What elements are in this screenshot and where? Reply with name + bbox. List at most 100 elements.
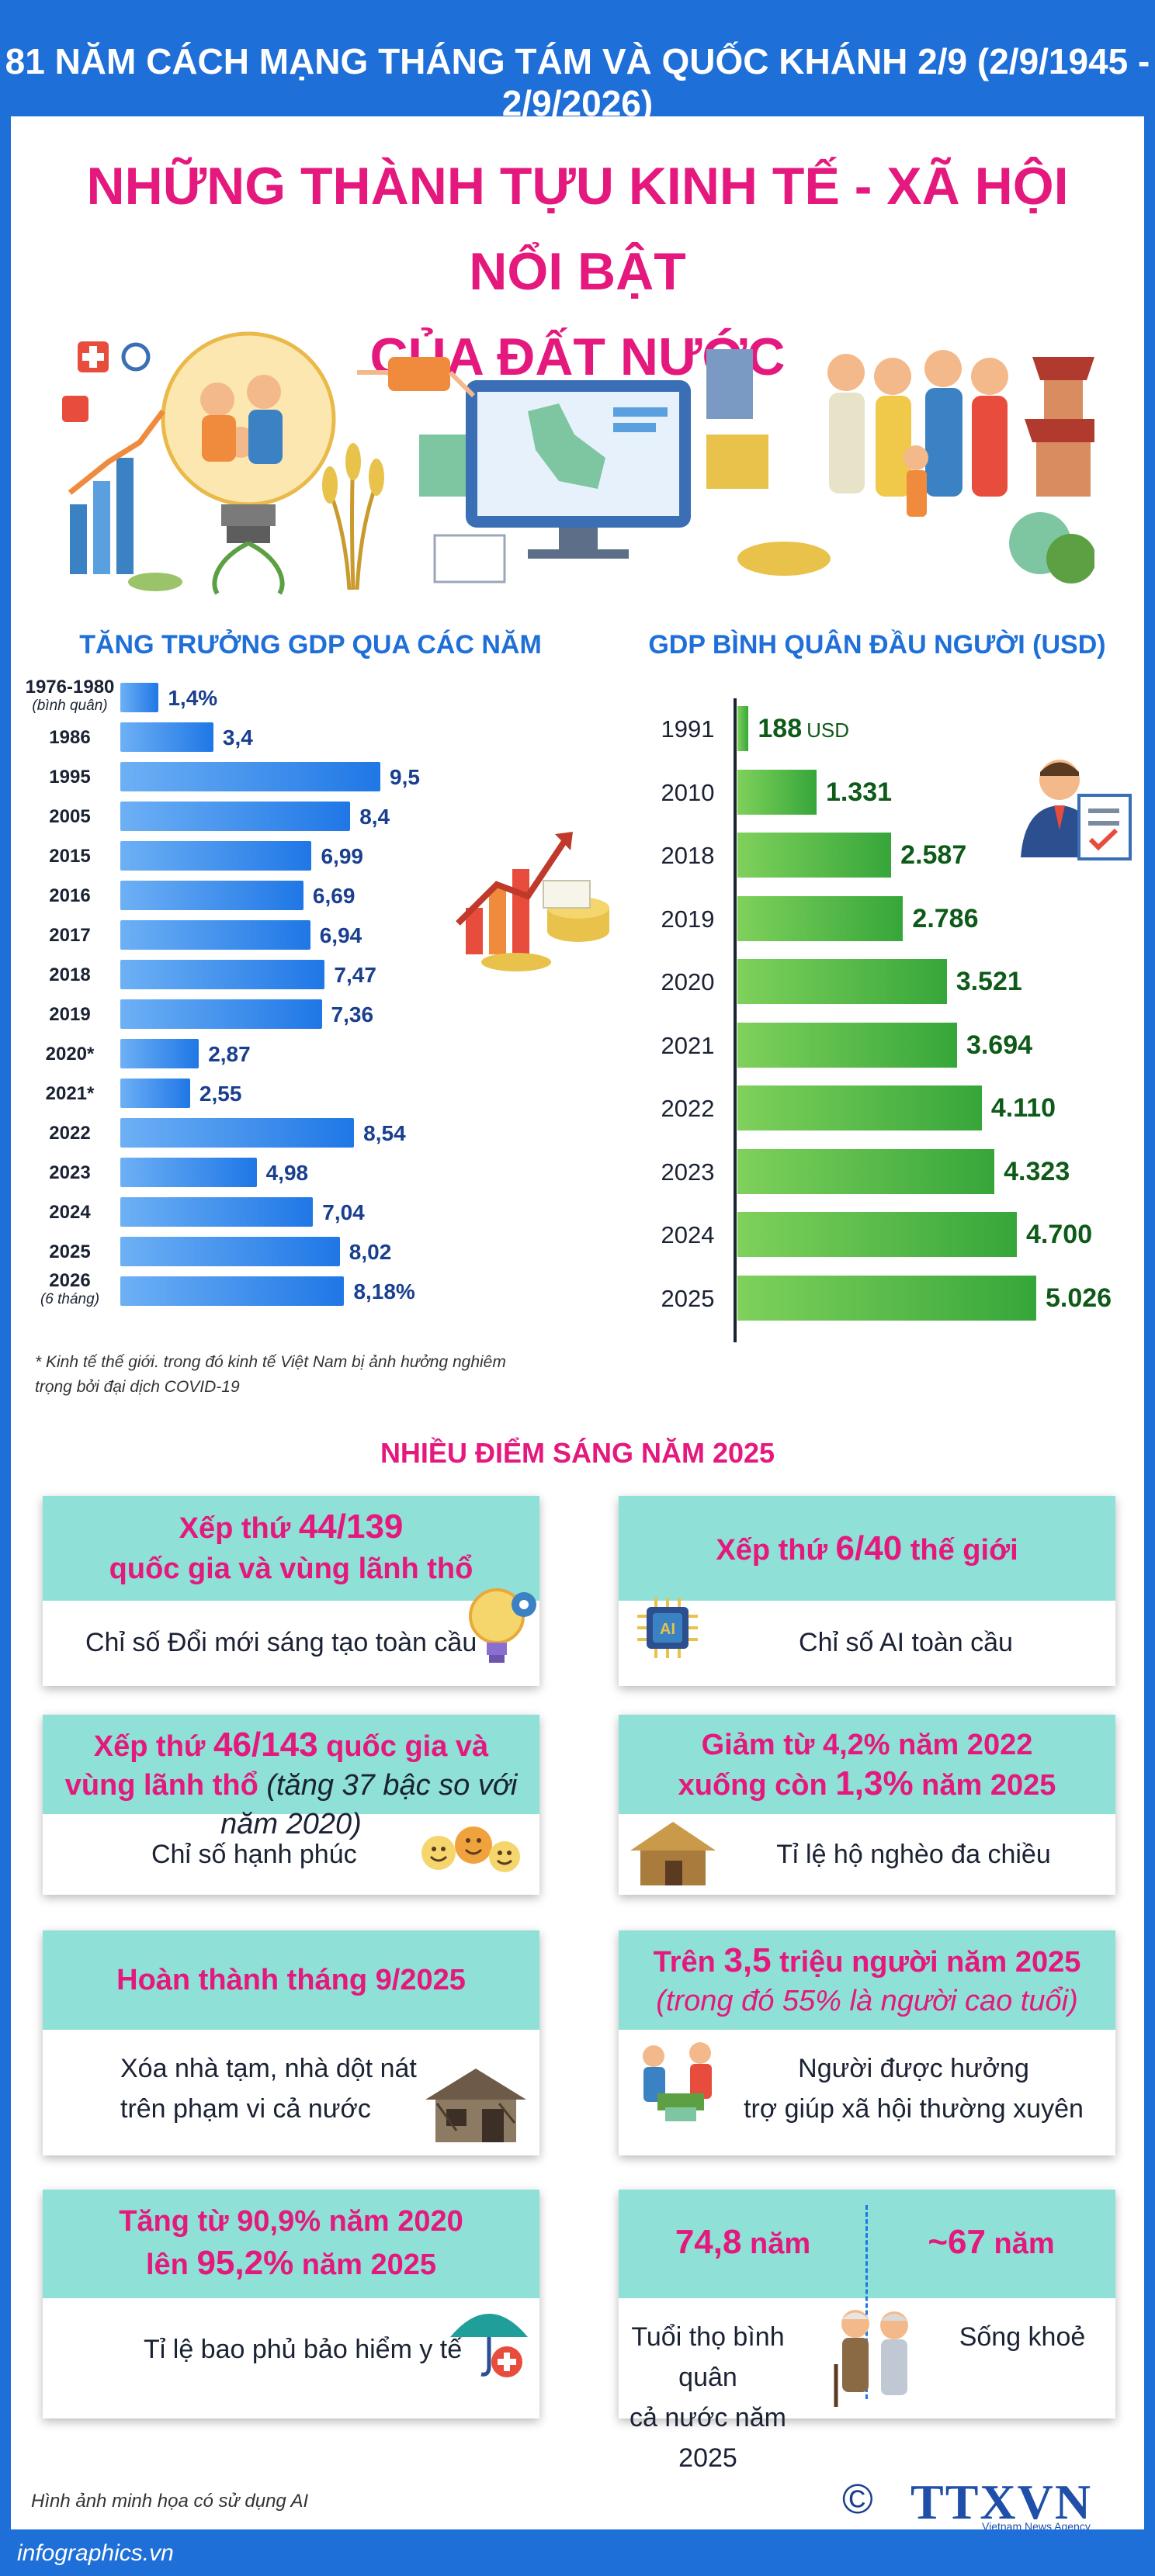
growth-category-label: 2017 xyxy=(49,925,91,946)
card-body-text: Tỉ lệ hộ nghèo đa chiều xyxy=(776,1840,1051,1869)
growth-row: 1976-1980 (bình quân) 1,4% xyxy=(23,678,598,715)
ai-chip-icon: AI xyxy=(637,1598,698,1658)
gdp-per-capita-title: GDP BÌNH QUÂN ĐẦU NGƯỜI (USD) xyxy=(648,630,1106,660)
growth-chart-illustration xyxy=(68,409,182,591)
per-capita-year-label: 2025 xyxy=(661,1284,715,1312)
growth-row: 2015 6,99 xyxy=(23,841,598,871)
per-capita-bar xyxy=(737,1212,1018,1257)
per-capita-year-label: 2021 xyxy=(661,1031,715,1059)
per-capita-year-label: 2022 xyxy=(661,1095,715,1122)
top-banner: 81 NĂM CÁCH MẠNG THÁNG TÁM VÀ QUỐC KHÁNH… xyxy=(0,0,1155,123)
growth-bar xyxy=(120,999,322,1029)
card-head-number: 46/143 xyxy=(213,1726,318,1764)
card-divider xyxy=(865,2205,868,2399)
card-head-number: 74,8 xyxy=(675,2223,742,2261)
growth-category-label: 2005 xyxy=(49,806,91,827)
businessman-icon xyxy=(1021,760,1132,860)
per-capita-year-label: 1991 xyxy=(661,715,715,743)
card-head-number: 44/139 xyxy=(298,1508,404,1546)
growth-row: 2026 (6 tháng) 8,18% xyxy=(23,1272,598,1308)
highlight-card-poverty: Giảm từ 4,2% năm 2022 xuống còn 1,3% năm… xyxy=(619,1715,1115,1895)
logo-text: TTXVN xyxy=(910,2474,1093,2529)
gdp-growth-footnote: * Kinh tế thế giới. trong đó kinh tế Việ… xyxy=(35,1353,506,1396)
card-head-text: Hoàn thành tháng 9/2025 xyxy=(116,1964,466,1996)
growth-value-label: 3,4 xyxy=(222,725,253,750)
card-body-text: Người được hưởng xyxy=(798,2054,1029,2083)
growth-category-label: 1995 xyxy=(49,767,91,788)
growth-row: 2025 8,02 xyxy=(23,1237,598,1266)
growth-category-note: (6 tháng) xyxy=(40,1291,100,1307)
growth-bar xyxy=(120,960,325,989)
card-body: Tuổi thọ bình quân cả nước năm 2025 Sống… xyxy=(619,2298,1115,2473)
site-url: infographics.vn xyxy=(17,2540,174,2566)
card-head-note: (tăng 37 bậc so với năm 2020) xyxy=(220,1769,518,1840)
social-support-icon xyxy=(643,2042,712,2121)
main-title-line1: NHỮNG THÀNH TỰU KINH TẾ - XÃ HỘI NỔI BẬT xyxy=(86,157,1069,301)
card-head-note: (trong đó 55% là người cao tuổi) xyxy=(656,1985,1078,2017)
growth-row: 2019 7,36 xyxy=(23,999,598,1029)
growth-bar xyxy=(120,841,312,871)
per-capita-bar xyxy=(737,1022,957,1068)
per-capita-year-label: 2010 xyxy=(661,778,715,806)
umbrella-icon xyxy=(450,2314,528,2377)
per-capita-value-label: 3.521 xyxy=(956,967,1022,996)
growth-value-label: 7,36 xyxy=(331,1002,374,1027)
per-capita-value-label: 2.786 xyxy=(912,903,979,933)
hut-icon xyxy=(630,1822,716,1885)
card-head-text: Xếp thứ xyxy=(716,1534,836,1567)
growth-value-label: 6,69 xyxy=(312,884,356,908)
card-head: Xếp thứ 6/40 thế giới xyxy=(619,1496,1115,1601)
per-capita-year-label: 2019 xyxy=(661,905,715,933)
card-body-text: Sống khoẻ xyxy=(959,2322,1086,2352)
rice-plant-illustration xyxy=(322,443,384,590)
card-body: Chỉ số hạnh phúc xyxy=(43,1814,539,1895)
per-capita-row: 2022 4.110 xyxy=(652,1085,1133,1130)
card-head-text: triệu người năm 2025 xyxy=(771,1946,1081,1979)
card-body-text: Tuổi thọ bình quân xyxy=(631,2322,785,2392)
growth-category-label: 2019 xyxy=(49,1004,91,1025)
card-head-text: ~ xyxy=(928,2223,949,2261)
elderly-couple-icon xyxy=(834,2310,908,2407)
gdp-growth-title: TĂNG TRƯỞNG GDP QUA CÁC NĂM xyxy=(79,630,542,660)
highlight-card-innovation: Xếp thứ 44/139 quốc gia và vùng lãnh thổ… xyxy=(43,1496,539,1686)
growth-bar xyxy=(120,1237,340,1266)
per-capita-row: 2023 4.323 xyxy=(652,1148,1133,1194)
growth-value-label: 2,87 xyxy=(208,1042,251,1066)
per-capita-unit: USD xyxy=(806,718,850,742)
card-head-text: Giảm từ 4,2% năm 2022 xyxy=(701,1729,1033,1761)
growth-row: 2024 7,04 xyxy=(23,1197,598,1227)
medical-icons-illustration xyxy=(62,341,151,422)
per-capita-value-label: 4.110 xyxy=(990,1093,1056,1123)
hero-illustration xyxy=(62,331,1094,595)
lightbulb-icon xyxy=(469,1588,536,1663)
per-capita-row: 2018 2.587 xyxy=(652,833,1133,878)
growth-row: 2016 6,69 xyxy=(23,881,598,910)
growth-category-label: 2015 xyxy=(49,846,91,867)
gdp-per-capita-axis xyxy=(734,698,737,1342)
per-capita-bar xyxy=(737,769,817,815)
ttxvn-logo: © TTXVN Vietnam News Agency xyxy=(842,2474,1137,2533)
per-capita-bar xyxy=(737,833,892,878)
per-capita-bar xyxy=(737,1148,995,1194)
highlight-card-happiness: Xếp thứ 46/143 quốc gia và vùng lãnh thổ… xyxy=(43,1715,539,1895)
growth-value-label: 6,99 xyxy=(321,844,363,868)
growth-row: 1995 9,5 xyxy=(23,762,598,791)
per-capita-year-label: 2020 xyxy=(661,968,715,995)
card-body: Tỉ lệ hộ nghèo đa chiều xyxy=(619,1814,1115,1895)
growth-bar xyxy=(120,802,351,831)
growth-category-label: 1976-1980 (bình quân) xyxy=(23,678,116,715)
per-capita-row: 2019 2.786 xyxy=(652,895,1133,941)
card-head: Xếp thứ 44/139 quốc gia và vùng lãnh thổ xyxy=(43,1496,539,1601)
card-head-text: năm 2025 xyxy=(913,1769,1056,1802)
growth-value-label: 6,94 xyxy=(319,923,362,947)
growth-category-label: 2024 xyxy=(49,1202,91,1223)
per-capita-value-label: 2.587 xyxy=(900,840,967,870)
per-capita-value-label: 188 USD xyxy=(758,714,850,743)
per-capita-bar xyxy=(737,1085,982,1130)
card-head-number: 95,2% xyxy=(196,2244,294,2282)
card-body-text: Xóa nhà tạm, nhà dột nát xyxy=(120,2054,417,2083)
highlight-card-health-insurance: Tăng từ 90,9% năm 2020 lên 95,2% năm 202… xyxy=(43,2190,539,2418)
per-capita-row: 1991 188 USD xyxy=(652,706,1133,751)
card-head-number: 6/40 xyxy=(835,1529,903,1567)
per-capita-value-label: 4.700 xyxy=(1026,1220,1093,1249)
